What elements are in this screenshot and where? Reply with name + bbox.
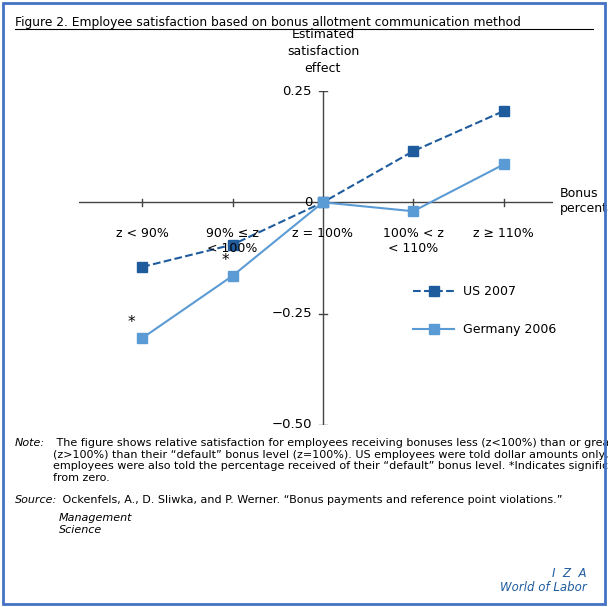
Text: *: *	[128, 315, 135, 330]
Text: −0.50: −0.50	[272, 418, 312, 432]
Text: The figure shows relative satisfaction for employees receiving bonuses less (z<1: The figure shows relative satisfaction f…	[53, 438, 608, 483]
Text: US 2007: US 2007	[463, 285, 516, 298]
Text: I  Z  A: I Z A	[552, 567, 587, 580]
Text: Figure 2. Employee satisfaction based on bonus allotment communication method: Figure 2. Employee satisfaction based on…	[15, 16, 521, 29]
Text: 100% < z
< 110%: 100% < z < 110%	[383, 227, 444, 255]
Text: 0.25: 0.25	[283, 84, 312, 98]
Text: Note:: Note:	[15, 438, 46, 448]
Text: Germany 2006: Germany 2006	[463, 323, 556, 336]
Text: 0: 0	[304, 196, 312, 209]
Text: z ≥ 110%: z ≥ 110%	[473, 227, 534, 240]
Text: World of Labor: World of Labor	[500, 581, 587, 594]
Text: Bonus
percentages: Bonus percentages	[559, 188, 608, 215]
Text: −0.25: −0.25	[271, 307, 312, 320]
Text: *: *	[221, 253, 229, 268]
Text: z = 100%: z = 100%	[292, 227, 353, 240]
Text: Source:: Source:	[15, 495, 57, 504]
Text: Ockenfels, A., D. Sliwka, and P. Werner. “Bonus payments and reference point vio: Ockenfels, A., D. Sliwka, and P. Werner.…	[59, 495, 566, 504]
Text: 90% ≤ z
< 100%: 90% ≤ z < 100%	[206, 227, 259, 255]
Text: Management
Science: Management Science	[59, 513, 133, 535]
Text: z < 90%: z < 90%	[116, 227, 168, 240]
Text: Estimated
satisfaction
effect: Estimated satisfaction effect	[287, 29, 359, 75]
